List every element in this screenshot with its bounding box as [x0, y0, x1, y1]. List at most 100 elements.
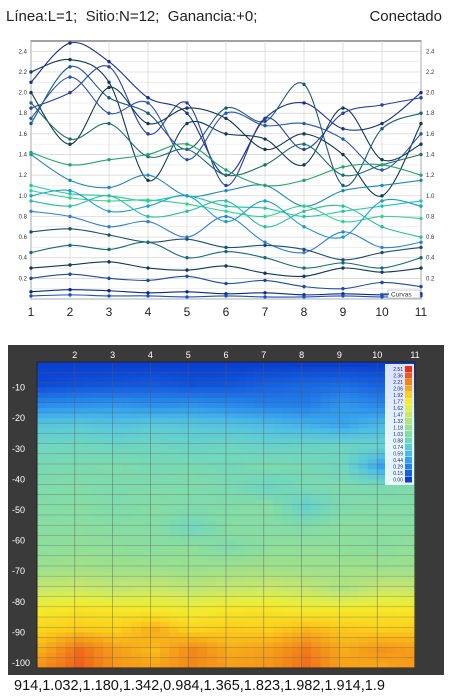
- heat-cell: [367, 550, 378, 557]
- heat-cell: [329, 402, 340, 409]
- heat-cell: [140, 367, 151, 373]
- heat-cell: [301, 540, 312, 547]
- heat-cell: [339, 515, 350, 521]
- heat-cell: [329, 494, 340, 501]
- heat-cell: [197, 448, 208, 455]
- heat-cell: [320, 443, 331, 450]
- heat-cell: [140, 617, 151, 623]
- heat-cell: [46, 662, 57, 669]
- heat-cell: [292, 464, 303, 470]
- heat-cell: [74, 367, 85, 373]
- heat-cell: [103, 545, 114, 552]
- heat-cell: [405, 555, 416, 562]
- data-point: [185, 106, 189, 110]
- x-tick-label: 5: [184, 305, 191, 319]
- heat-cell: [263, 448, 274, 455]
- heat-cell: [65, 601, 76, 608]
- heat-cell: [169, 622, 180, 628]
- curve-chart[interactable]: 2.4 2.42.2 2.22.0 2.01.8 1.81.6 1.61.4 1.41.2 1…: [0, 34, 452, 324]
- heat-cell: [358, 428, 369, 434]
- heat-cell: [216, 657, 227, 664]
- heat-cell: [93, 555, 104, 562]
- heat-cell: [329, 627, 340, 633]
- heat-cell: [46, 606, 57, 613]
- heat-cell: [348, 566, 359, 572]
- heat-cell: [46, 586, 57, 593]
- heat-cell: [131, 576, 142, 582]
- heat-cell: [329, 453, 340, 460]
- heat-cell: [150, 591, 161, 598]
- heat-cell: [377, 397, 388, 404]
- heat-cell: [254, 377, 265, 383]
- heat-cell: [169, 458, 180, 465]
- heat-cell: [159, 520, 170, 526]
- heat-cell: [178, 591, 189, 598]
- depth-heatmap[interactable]: 2 3 4 5 6 7 8 9 10 11-10-20-30-40-50-60-70-80-90-…: [0, 345, 452, 675]
- heat-cell: [140, 662, 151, 669]
- heat-cell: [197, 627, 208, 633]
- colorbar-label: 1.32: [393, 419, 403, 425]
- heat-cell: [103, 504, 114, 511]
- heat-cell: [263, 627, 274, 633]
- heat-cell: [112, 535, 123, 542]
- heat-cell: [169, 571, 180, 577]
- heat-cell: [46, 428, 57, 434]
- heat-cell: [311, 617, 322, 623]
- data-point: [380, 295, 384, 299]
- heat-cell: [244, 479, 255, 485]
- heat-cell: [122, 448, 133, 455]
- heat-cell: [188, 509, 199, 516]
- heat-cell: [37, 571, 48, 577]
- heat-cell: [282, 382, 293, 389]
- heat-cell: [386, 586, 397, 593]
- heat-cell: [396, 622, 407, 628]
- heat-cell: [84, 372, 95, 378]
- heat-cell: [169, 407, 180, 414]
- heat-cell: [65, 443, 76, 450]
- heat-cell: [396, 494, 407, 501]
- data-point: [302, 214, 306, 219]
- heat-cell: [37, 540, 48, 547]
- data-point: [302, 266, 306, 270]
- heat-cell: [386, 581, 397, 587]
- heat-cell: [46, 509, 57, 516]
- heat-cell: [273, 581, 284, 587]
- data-point: [341, 209, 345, 213]
- heat-cell: [254, 581, 265, 587]
- heat-cell: [84, 550, 95, 557]
- heat-cell: [244, 489, 255, 496]
- heat-cell: [320, 504, 331, 511]
- heat-cell: [112, 540, 123, 547]
- heat-cell: [65, 657, 76, 664]
- heat-cell: [405, 576, 416, 582]
- heat-cell: [178, 372, 189, 378]
- heat-cell: [207, 622, 218, 628]
- heat-cell: [93, 662, 104, 669]
- heat-cell: [131, 545, 142, 552]
- heat-cell: [311, 484, 322, 491]
- heat-cell: [244, 520, 255, 526]
- heat-cell: [377, 662, 388, 669]
- heat-cell: [122, 362, 133, 368]
- status-bar: Línea:L=1; Sitio:N=12; Ganancia:+0; Cone…: [0, 0, 452, 34]
- heat-cell: [386, 566, 397, 572]
- data-point: [263, 199, 267, 203]
- heat-cell: [74, 397, 85, 404]
- heat-cell: [112, 413, 123, 419]
- heat-cell: [216, 520, 227, 526]
- heat-cell: [386, 509, 397, 516]
- heat-cell: [348, 407, 359, 414]
- heat-cell: [93, 402, 104, 409]
- heat-cell: [197, 535, 208, 542]
- heat-cell: [339, 555, 350, 562]
- heat-cell: [273, 433, 284, 440]
- heat-cell: [292, 418, 303, 424]
- heat-cell: [178, 525, 189, 531]
- heat-cell: [112, 458, 123, 465]
- heat-cell: [84, 540, 95, 547]
- heat-cell: [396, 596, 407, 603]
- heat-cell: [84, 525, 95, 531]
- heat-cell: [216, 530, 227, 536]
- heat-cell: [216, 642, 227, 649]
- heat-cell: [244, 535, 255, 542]
